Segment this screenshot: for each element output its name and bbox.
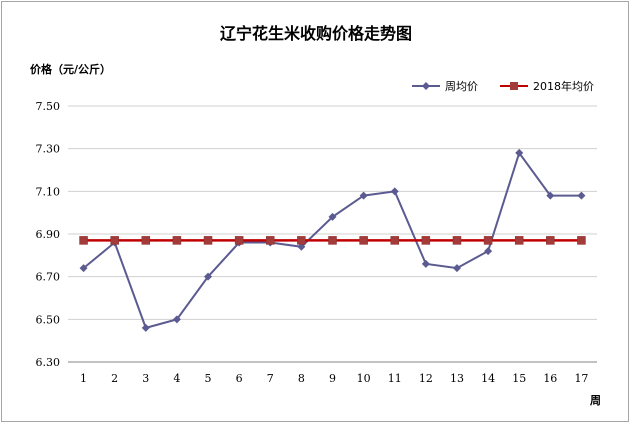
y-tick-label: 6.30 xyxy=(36,356,61,369)
data-point xyxy=(297,242,306,251)
data-point xyxy=(483,236,493,245)
data-point xyxy=(328,212,337,221)
data-point xyxy=(110,236,119,245)
x-tick-label: 15 xyxy=(512,372,526,385)
data-point xyxy=(141,323,150,332)
x-tick-label: 16 xyxy=(543,372,557,385)
data-point xyxy=(546,236,555,245)
data-point xyxy=(577,236,586,245)
data-point xyxy=(546,191,555,200)
x-tick-label: 1 xyxy=(80,372,87,385)
x-axis-label: 周 xyxy=(590,394,601,407)
x-tick-label: 3 xyxy=(142,372,149,385)
data-point xyxy=(484,247,493,256)
y-tick-label: 6.90 xyxy=(36,228,61,241)
data-point xyxy=(421,236,431,245)
y-axis-label: 价格（元/公斤） xyxy=(30,63,112,76)
x-tick-label: 13 xyxy=(450,372,464,385)
x-tick-label: 2 xyxy=(111,372,118,385)
legend-label: 2018年均价 xyxy=(533,79,594,93)
data-point xyxy=(421,259,430,268)
data-point xyxy=(141,236,151,245)
data-point xyxy=(297,236,306,245)
x-tick-label: 5 xyxy=(205,372,212,385)
y-tick-label: 7.10 xyxy=(36,185,61,198)
x-tick-label: 9 xyxy=(329,372,336,385)
data-point xyxy=(577,191,586,200)
x-tick-label: 14 xyxy=(481,372,495,385)
data-point xyxy=(514,236,524,245)
data-point xyxy=(172,315,181,324)
legend-marker xyxy=(422,82,430,90)
x-tick-label: 7 xyxy=(267,372,274,385)
data-point xyxy=(390,187,399,196)
legend-marker xyxy=(510,82,518,90)
y-tick-label: 6.70 xyxy=(36,271,61,284)
y-tick-label: 7.30 xyxy=(36,143,61,156)
data-point xyxy=(328,236,337,245)
x-tick-label: 12 xyxy=(419,372,433,385)
data-point xyxy=(79,236,88,245)
x-tick-label: 8 xyxy=(298,372,305,385)
data-point xyxy=(359,236,368,245)
data-point xyxy=(390,236,399,245)
chart-title: 辽宁花生米收购价格走势图 xyxy=(219,24,412,43)
y-tick-label: 7.50 xyxy=(36,100,61,113)
data-point xyxy=(452,236,462,245)
x-tick-label: 10 xyxy=(357,372,371,385)
y-tick-label: 6.50 xyxy=(36,313,61,326)
data-point xyxy=(79,264,88,273)
data-point xyxy=(359,191,368,200)
data-point xyxy=(266,236,275,245)
x-tick-label: 11 xyxy=(388,372,402,385)
legend-label: 周均价 xyxy=(445,80,478,93)
data-point xyxy=(172,236,182,245)
x-tick-label: 6 xyxy=(236,372,243,385)
data-point xyxy=(234,236,244,245)
data-point xyxy=(203,236,213,245)
x-tick-label: 4 xyxy=(173,372,180,385)
x-tick-label: 17 xyxy=(574,372,588,385)
data-point xyxy=(452,264,461,273)
data-point xyxy=(204,272,213,281)
data-point xyxy=(515,148,524,157)
